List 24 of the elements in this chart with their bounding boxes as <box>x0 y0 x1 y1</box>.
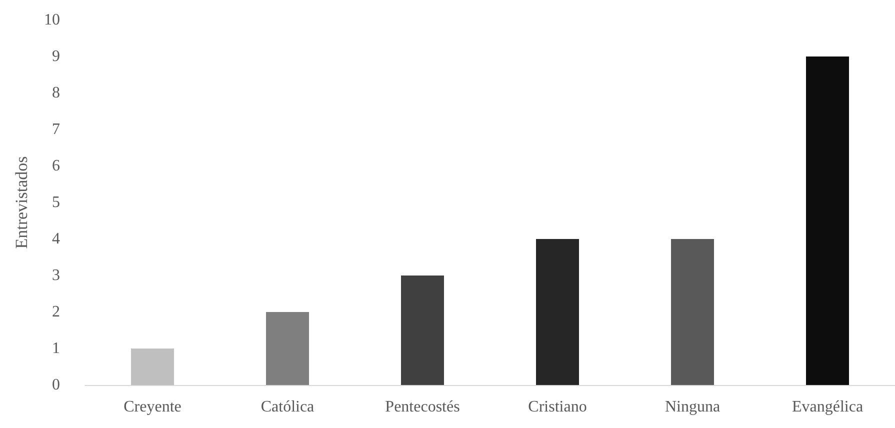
y-tick-label: 5 <box>52 194 60 211</box>
bar <box>806 56 849 385</box>
y-tick-label: 8 <box>52 84 60 102</box>
bar <box>131 348 174 385</box>
y-tick-label: 9 <box>52 48 60 65</box>
bar <box>266 312 309 385</box>
bar <box>671 239 714 385</box>
x-tick-label: Ninguna <box>664 398 720 416</box>
y-tick-label: 1 <box>52 340 60 357</box>
x-tick-label: Cristiano <box>528 398 587 416</box>
y-axis-title: Entrevistados <box>12 156 31 249</box>
y-tick-label: 7 <box>52 121 60 138</box>
y-tick-label: 0 <box>52 376 60 394</box>
x-tick-label: Creyente <box>124 398 182 416</box>
y-tick-label: 6 <box>52 158 60 174</box>
x-tick-label: Evangélica <box>792 398 864 416</box>
y-tick-label: 10 <box>44 12 60 28</box>
y-tick-label: 2 <box>52 304 60 320</box>
bar <box>536 239 579 385</box>
x-tick-label: Pentecostés <box>385 398 460 416</box>
bar <box>401 276 444 385</box>
x-tick-label: Católica <box>260 398 314 416</box>
y-tick-label: 4 <box>52 230 60 248</box>
y-tick-label: 3 <box>52 267 60 284</box>
